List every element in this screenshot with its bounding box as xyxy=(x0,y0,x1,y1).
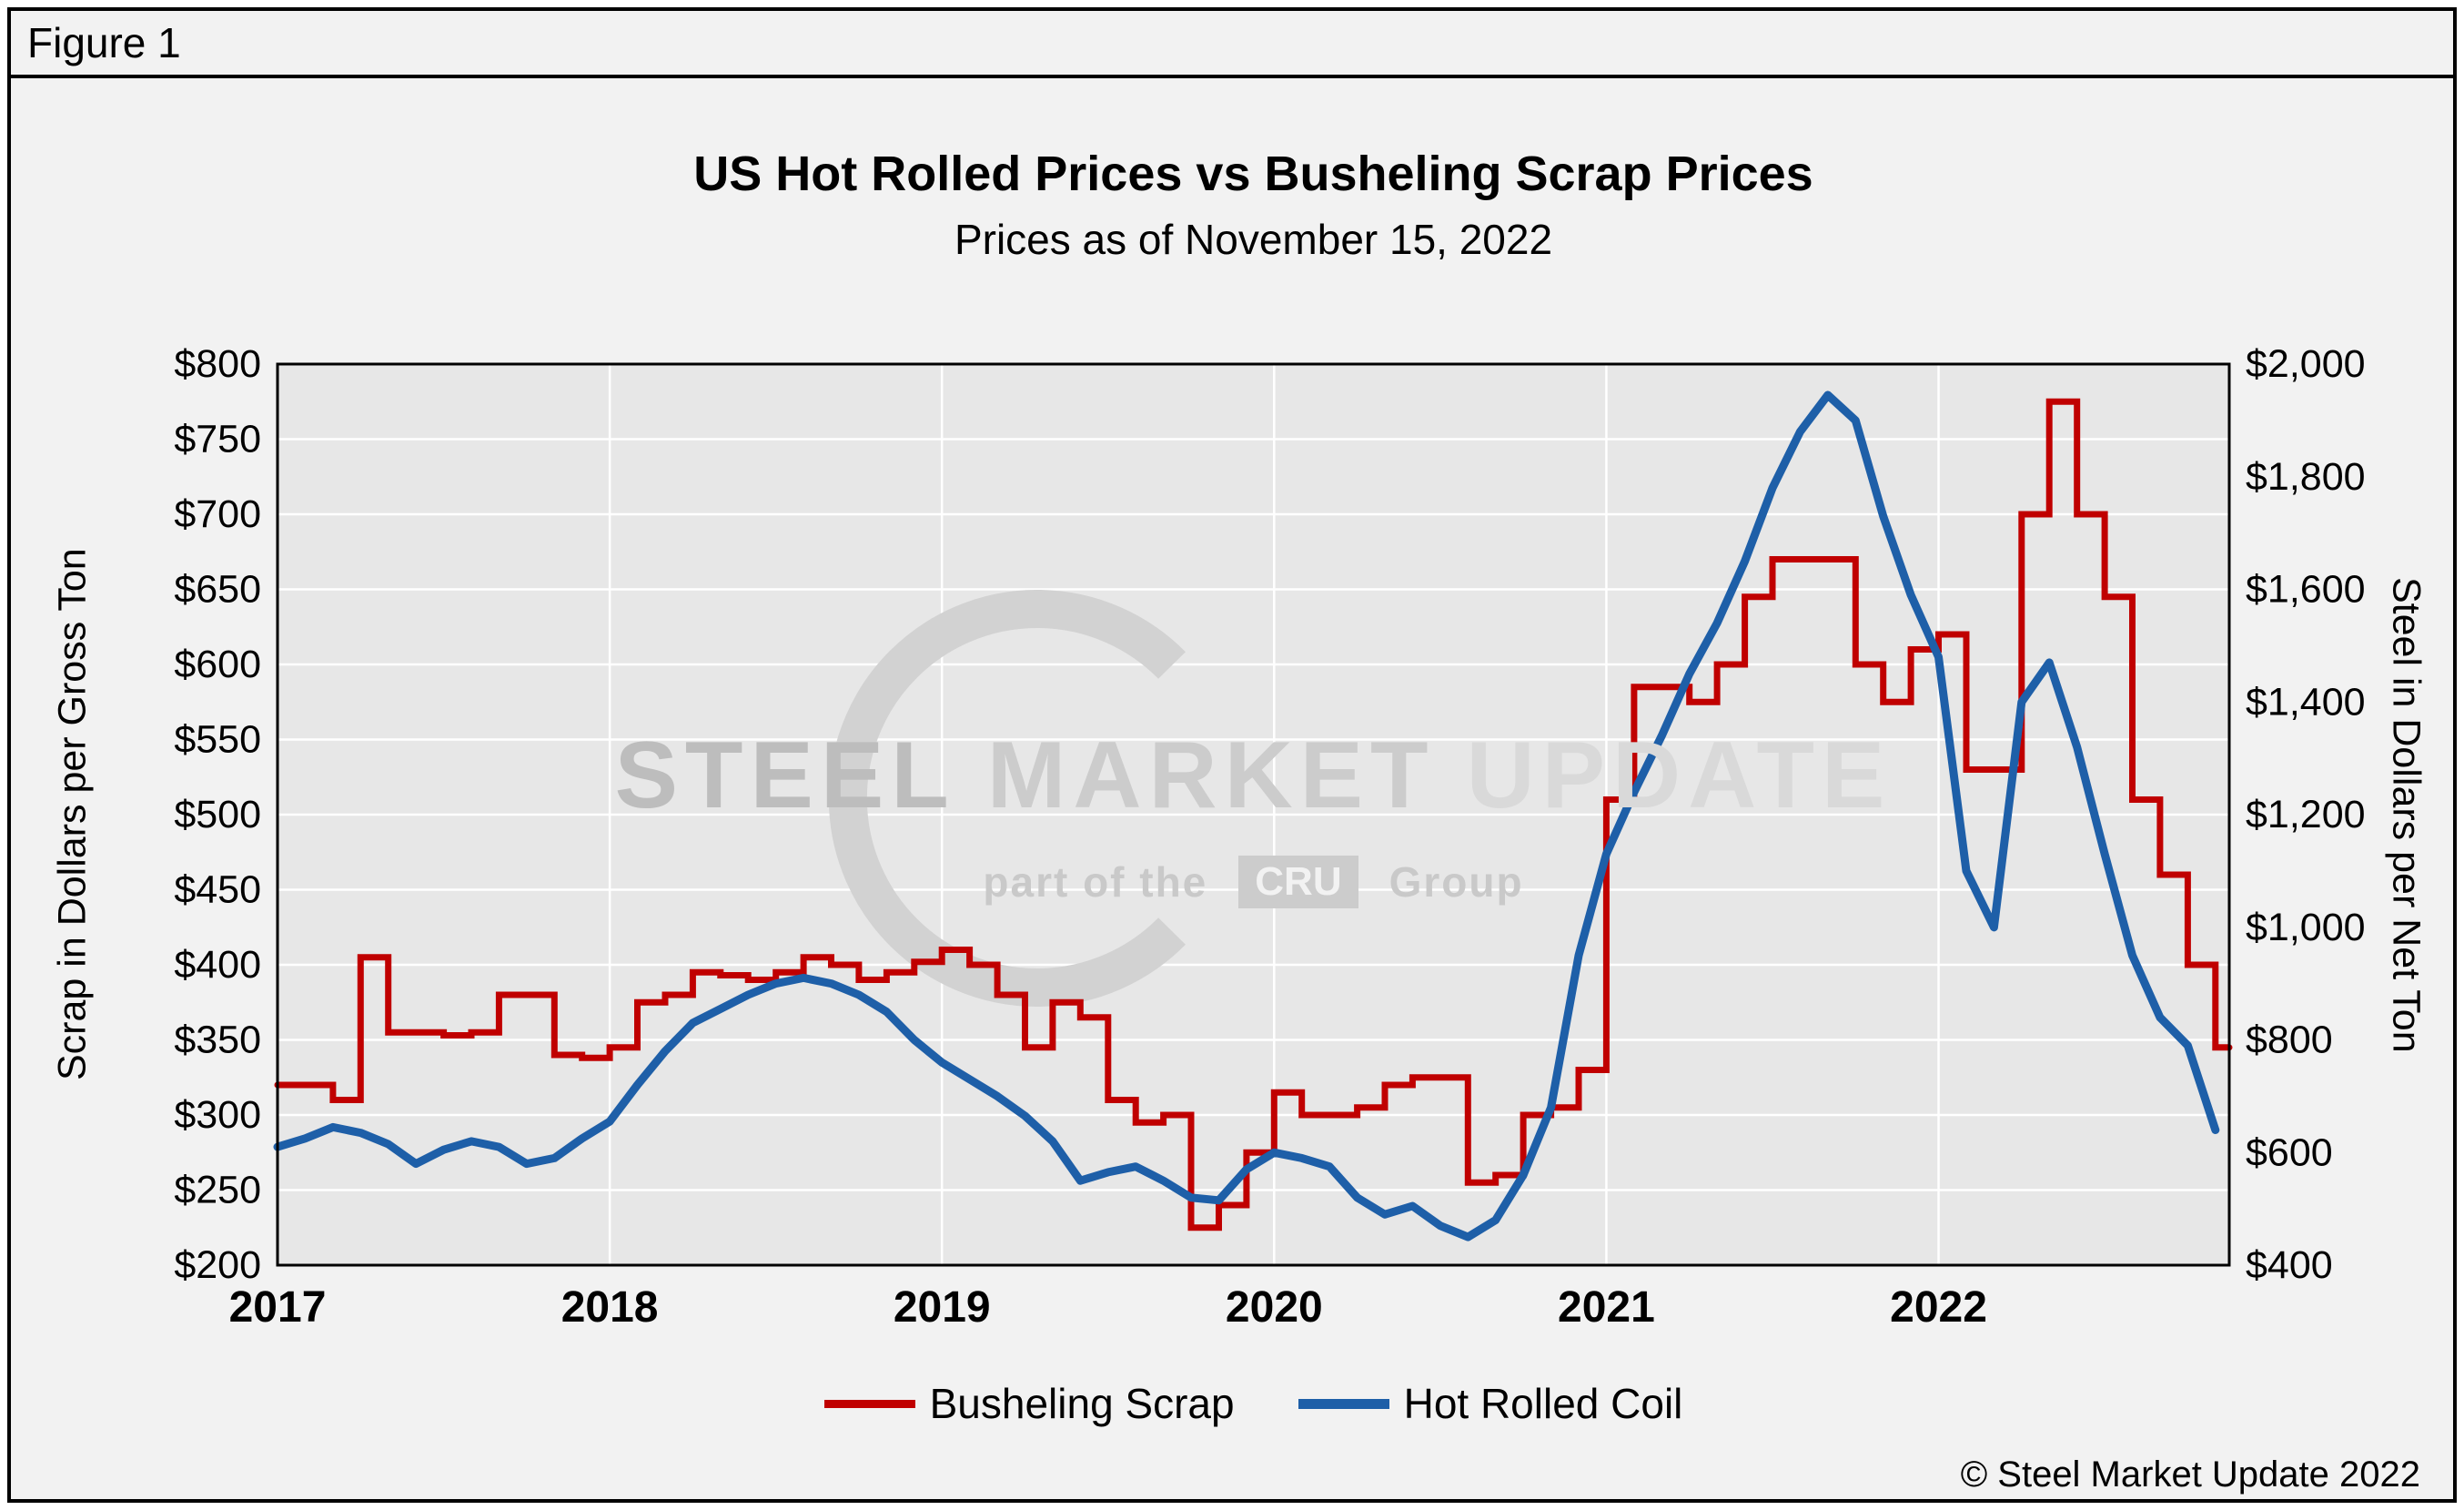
copyright-text: © Steel Market Update 2022 xyxy=(1960,1454,2420,1495)
title-block: US Hot Rolled Prices vs Busheling Scrap … xyxy=(278,146,2229,264)
chart-subtitle: Prices as of November 15, 2022 xyxy=(954,216,1553,263)
header-divider xyxy=(7,75,2457,78)
chart-legend: Busheling Scrap Hot Rolled Coil xyxy=(278,1379,2229,1428)
legend-label: Busheling Scrap xyxy=(929,1380,1235,1427)
y-axis-title-left: Scrap in Dollars per Gross Ton xyxy=(50,548,95,1081)
legend-line-sample xyxy=(1298,1398,1389,1409)
figure-label: Figure 1 xyxy=(27,19,181,66)
chart-title: US Hot Rolled Prices vs Busheling Scrap … xyxy=(693,147,1813,201)
legend-label: Hot Rolled Coil xyxy=(1403,1380,1683,1427)
legend-line-sample xyxy=(823,1399,915,1408)
legend-item-busheling-scrap: Busheling Scrap xyxy=(823,1379,1235,1428)
legend-item-hot-rolled-coil: Hot Rolled Coil xyxy=(1298,1379,1683,1428)
y-axis-title-right: Steel in Dollars per Net Ton xyxy=(2384,576,2429,1053)
